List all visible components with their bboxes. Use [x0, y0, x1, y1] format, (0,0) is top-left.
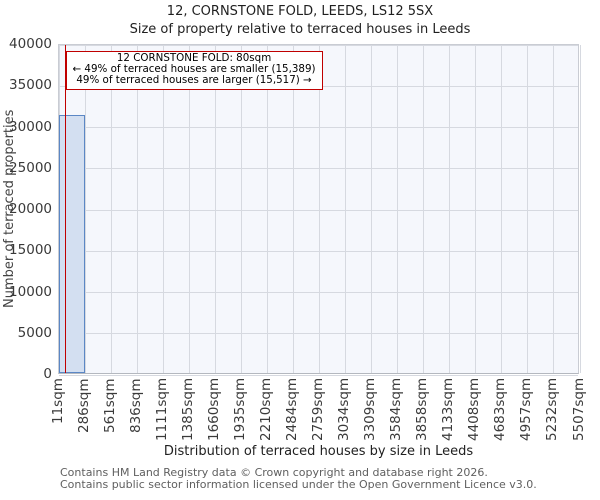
x-tick-label: 1385sqm — [179, 378, 196, 442]
y-tick-label: 10000 — [9, 283, 52, 300]
x-tick-label: 1111sqm — [153, 378, 170, 442]
x-tick-label: 5232sqm — [544, 378, 561, 442]
gridline-vertical — [188, 45, 190, 373]
y-tick-label: 15000 — [9, 242, 52, 259]
annotation-box: 12 CORNSTONE FOLD: 80sqm ← 49% of terrac… — [65, 51, 323, 90]
gridline-vertical — [527, 45, 529, 373]
x-axis-title: Distribution of terraced houses by size … — [163, 444, 474, 459]
chart-subtitle: Size of property relative to terraced ho… — [129, 22, 471, 37]
y-tick-label: 35000 — [9, 77, 52, 94]
gridline-horizontal — [59, 292, 578, 293]
gridline-horizontal — [59, 209, 578, 211]
x-tick-label: 11sqm — [49, 378, 66, 424]
gridline-vertical — [110, 45, 112, 373]
x-tick-label: 3309sqm — [362, 378, 379, 442]
gridline-horizontal — [59, 168, 578, 170]
gridline-vertical — [266, 45, 268, 373]
y-tick-label: 40000 — [9, 36, 52, 52]
annotation-larger-line: 49% of terraced houses are larger (15,51… — [76, 74, 312, 87]
histogram-bar — [59, 114, 86, 373]
gridline-vertical — [292, 45, 294, 373]
x-tick-label: 3584sqm — [388, 378, 405, 442]
gridline-vertical — [475, 45, 477, 373]
x-tick-label: 2484sqm — [283, 378, 300, 442]
page-title: 12, CORNSTONE FOLD, LEEDS, LS12 5SX — [166, 4, 434, 19]
footer-line-1: Contains HM Land Registry data © Crown c… — [60, 466, 488, 479]
x-tick-label: 836sqm — [127, 378, 144, 433]
y-tick-label: 20000 — [9, 201, 52, 217]
gridline-horizontal — [59, 127, 578, 128]
gridline-horizontal — [59, 44, 578, 46]
x-tick-label: 4133sqm — [440, 378, 457, 442]
attribution-footer: Contains HM Land Registry data © Crown c… — [60, 467, 537, 490]
gridline-horizontal — [59, 250, 578, 252]
x-tick-label: 286sqm — [75, 378, 92, 433]
gridline-vertical — [501, 45, 503, 373]
gridline-vertical — [423, 45, 425, 373]
annotation-smaller-line: ← 49% of terraced houses are smaller (15… — [72, 63, 316, 76]
gridline-vertical — [136, 45, 138, 373]
gridline-vertical — [579, 45, 581, 373]
gridline-vertical — [371, 45, 373, 373]
gridline-vertical — [397, 45, 399, 373]
x-tick-label: 2210sqm — [257, 378, 274, 442]
y-tick-label: 25000 — [9, 159, 52, 176]
gridline-vertical — [162, 45, 164, 373]
gridline-vertical — [345, 45, 347, 373]
annotation-property-line: 12 CORNSTONE FOLD: 80sqm — [116, 52, 272, 64]
plot-area: 12 CORNSTONE FOLD: 80sqm ← 49% of terrac… — [58, 44, 581, 376]
x-tick-label: 4683sqm — [492, 378, 509, 442]
gridline-horizontal — [59, 374, 578, 376]
gridline-vertical — [449, 45, 451, 373]
x-tick-label: 1935sqm — [231, 378, 248, 442]
gridline-vertical — [240, 45, 242, 373]
footer-line-2: Contains public sector information licen… — [60, 477, 537, 491]
x-tick-label: 5507sqm — [570, 378, 587, 442]
x-tick-label: 2759sqm — [310, 378, 326, 442]
property-size-marker-line — [64, 45, 67, 373]
x-tick-label: 4408sqm — [466, 378, 483, 442]
x-tick-label: 3858sqm — [414, 378, 431, 442]
y-tick-label: 5000 — [17, 324, 52, 341]
gridline-vertical — [319, 45, 320, 373]
gridline-vertical — [84, 45, 86, 373]
x-tick-label: 1660sqm — [205, 378, 222, 442]
gridline-vertical — [553, 45, 555, 373]
gridline-vertical — [214, 45, 216, 373]
y-tick-label: 0 — [43, 366, 52, 382]
x-tick-label: 561sqm — [101, 378, 118, 433]
x-tick-label: 4957sqm — [518, 378, 535, 442]
gridline-horizontal — [59, 333, 578, 335]
x-tick-label: 3034sqm — [336, 378, 353, 442]
y-tick-label: 30000 — [9, 118, 52, 135]
